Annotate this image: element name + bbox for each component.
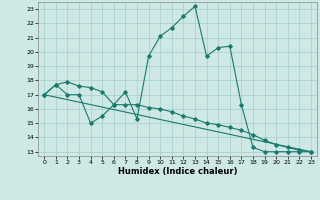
X-axis label: Humidex (Indice chaleur): Humidex (Indice chaleur) bbox=[118, 167, 237, 176]
